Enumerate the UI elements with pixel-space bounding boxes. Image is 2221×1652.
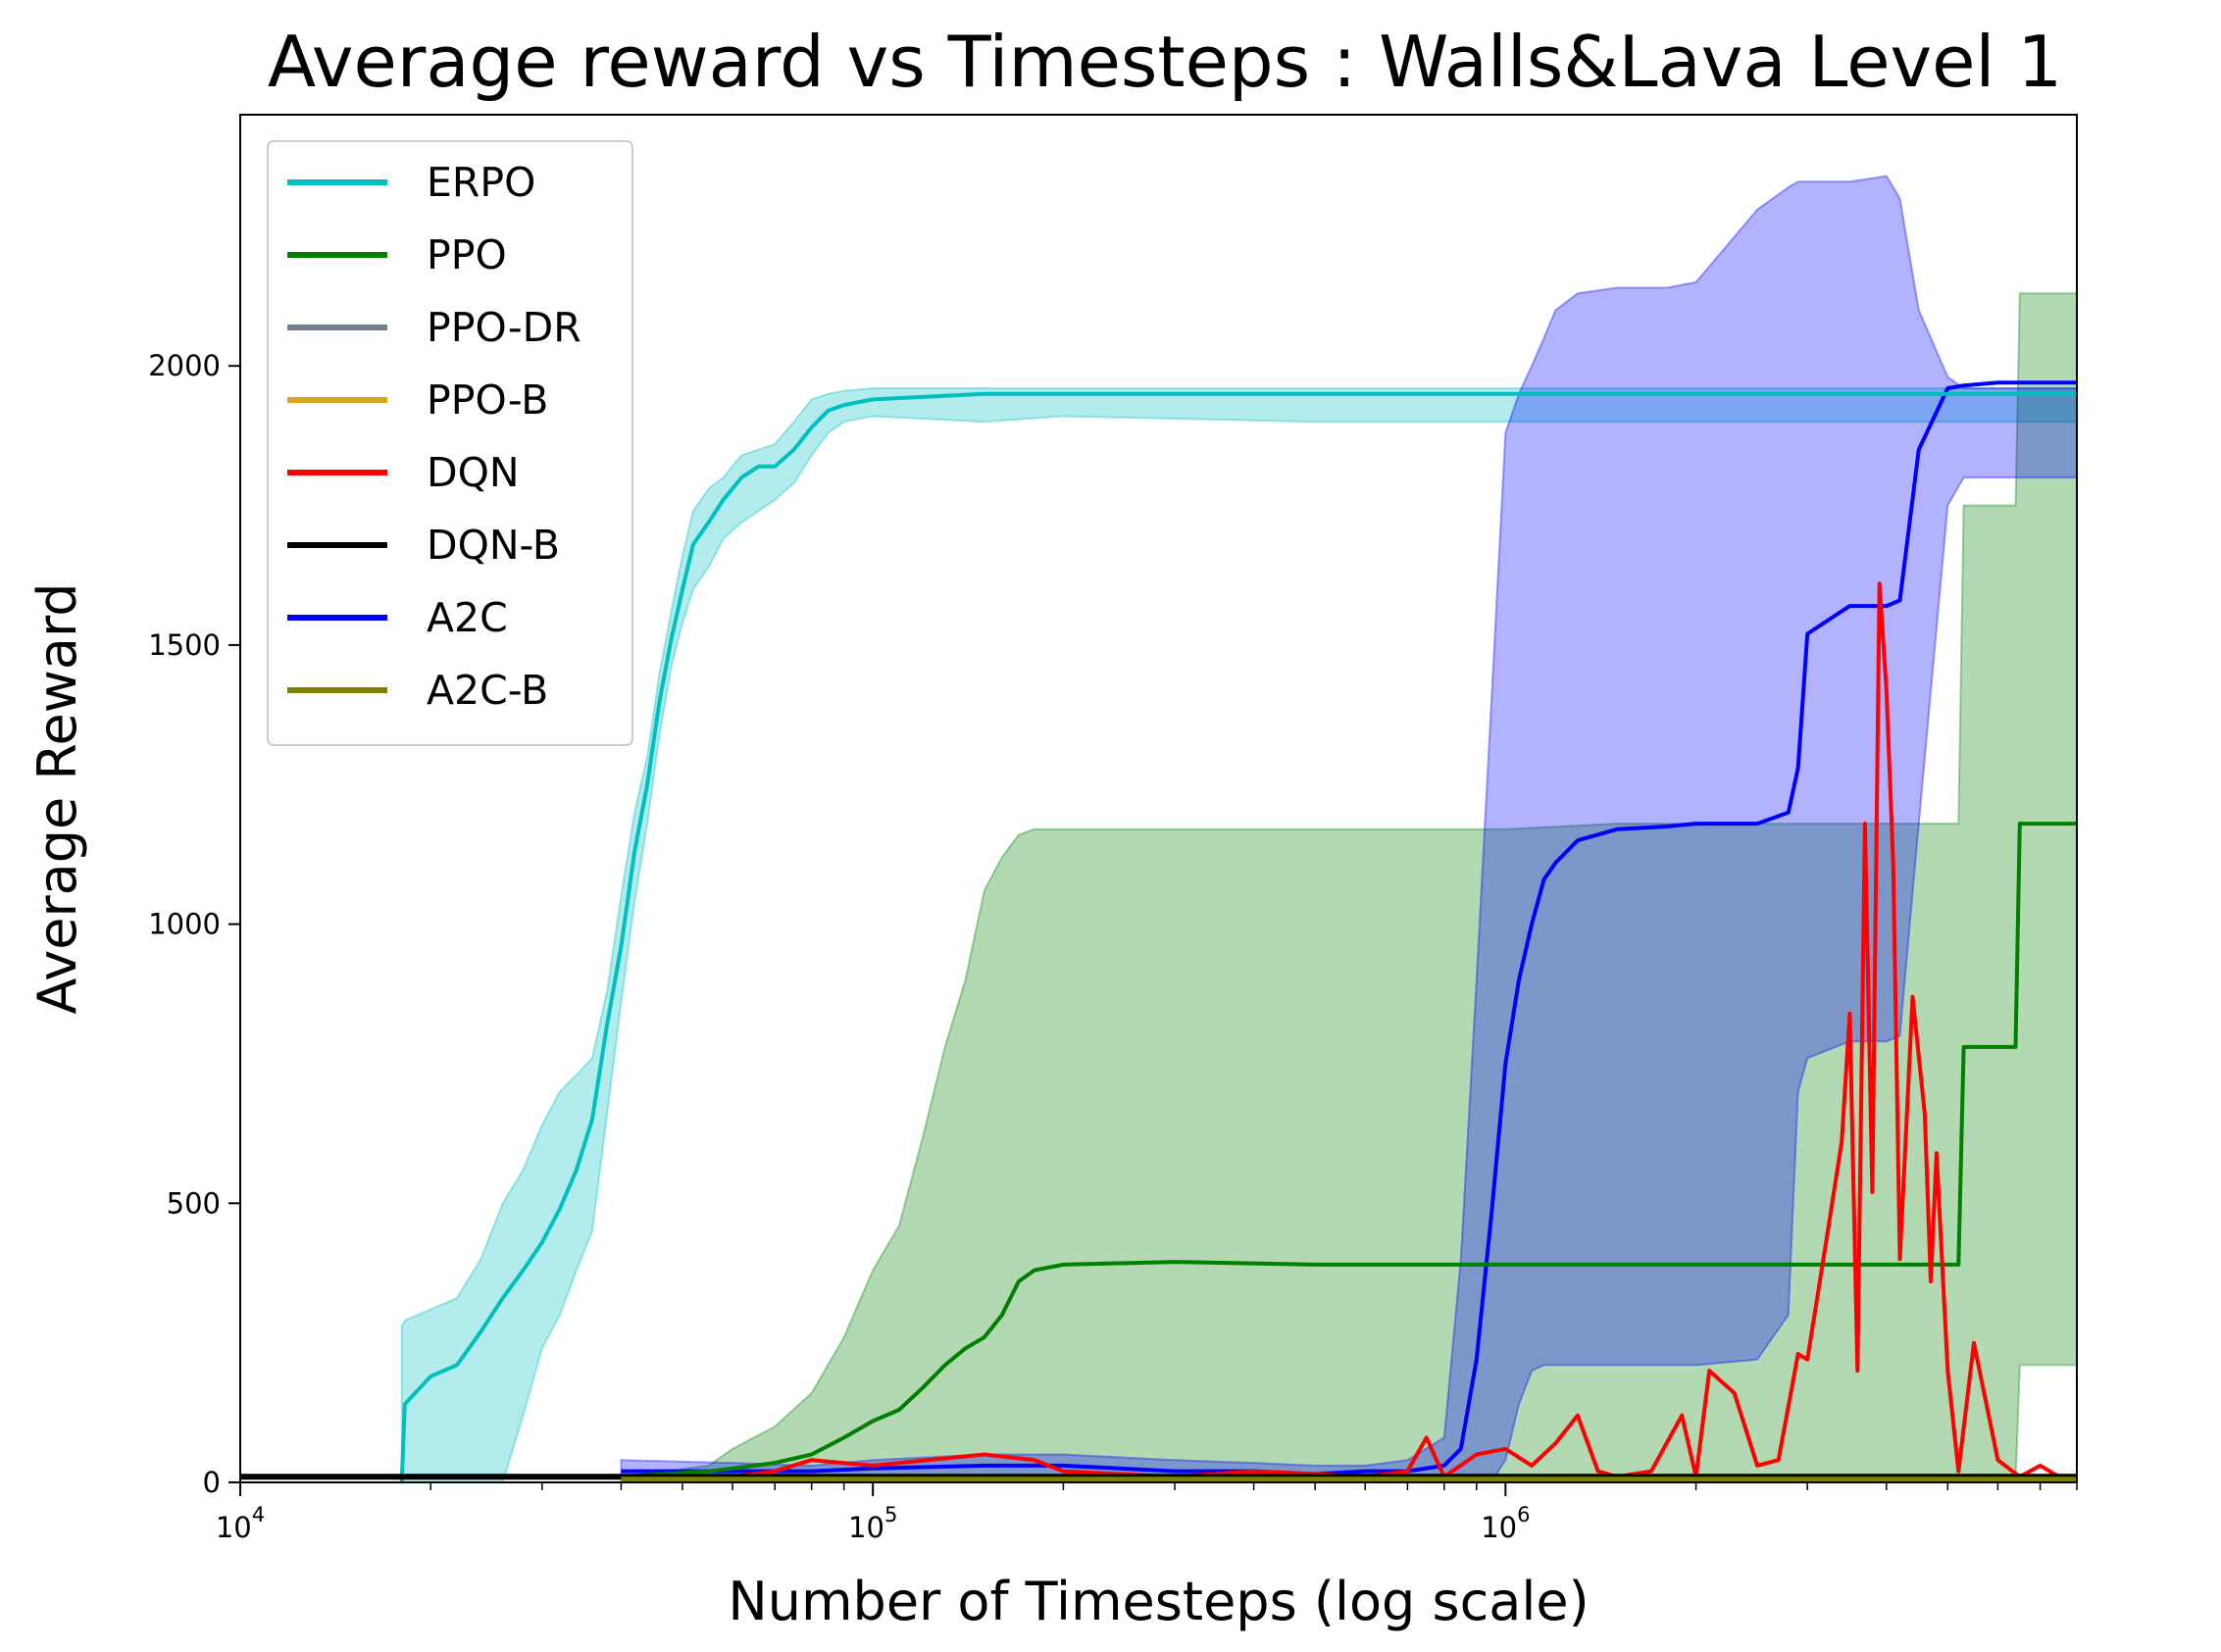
legend-label-erpo: ERPO [427,159,535,206]
y-axis-label: Average Reward [26,582,88,1014]
band-ppo [620,292,2077,1482]
x-axis-ticks: 104 105 106 [216,1482,2078,1544]
band-a2c [620,175,2077,1482]
line-dqn [732,581,2077,1479]
x-tick-label: 106 [1481,1503,1530,1544]
legend-label-a2c: A2C [427,594,508,641]
legend: ERPO PPO PPO-DR PPO-B DQN DQN-B A2C A2C-B [267,140,633,746]
y-tick-label: 1500 [148,628,221,662]
line-ppo [621,822,2077,1479]
legend-label-a2c-b: A2C-B [427,667,548,714]
line-a2c [621,380,2077,1477]
x-axis-label: Number of Timesteps (log scale) [728,1571,1589,1632]
legend-box [267,140,633,746]
legend-label-ppo-dr: PPO-DR [427,304,581,351]
plot-frame [239,114,2078,1483]
chart-title: Average reward vs Timesteps : Walls&Lava… [268,21,2062,103]
band-erpo [400,387,2077,1482]
series-lines [240,380,2077,1482]
line-erpo [399,391,2077,1482]
y-axis-ticks: 0 500 1000 1500 2000 [148,349,240,1499]
legend-label-ppo: PPO [427,231,507,278]
y-tick-label: 500 [167,1186,221,1220]
legend-label-dqn-b: DQN-B [427,522,560,569]
x-tick-label: 104 [216,1503,265,1544]
y-tick-label: 1000 [148,908,221,941]
y-tick-label: 2000 [148,349,221,382]
x-tick-label: 105 [848,1503,897,1544]
confidence-bands [400,175,2077,1482]
legend-label-dqn: DQN [427,449,520,496]
y-tick-label: 0 [203,1466,221,1499]
legend-label-ppo-b: PPO-B [427,376,548,424]
